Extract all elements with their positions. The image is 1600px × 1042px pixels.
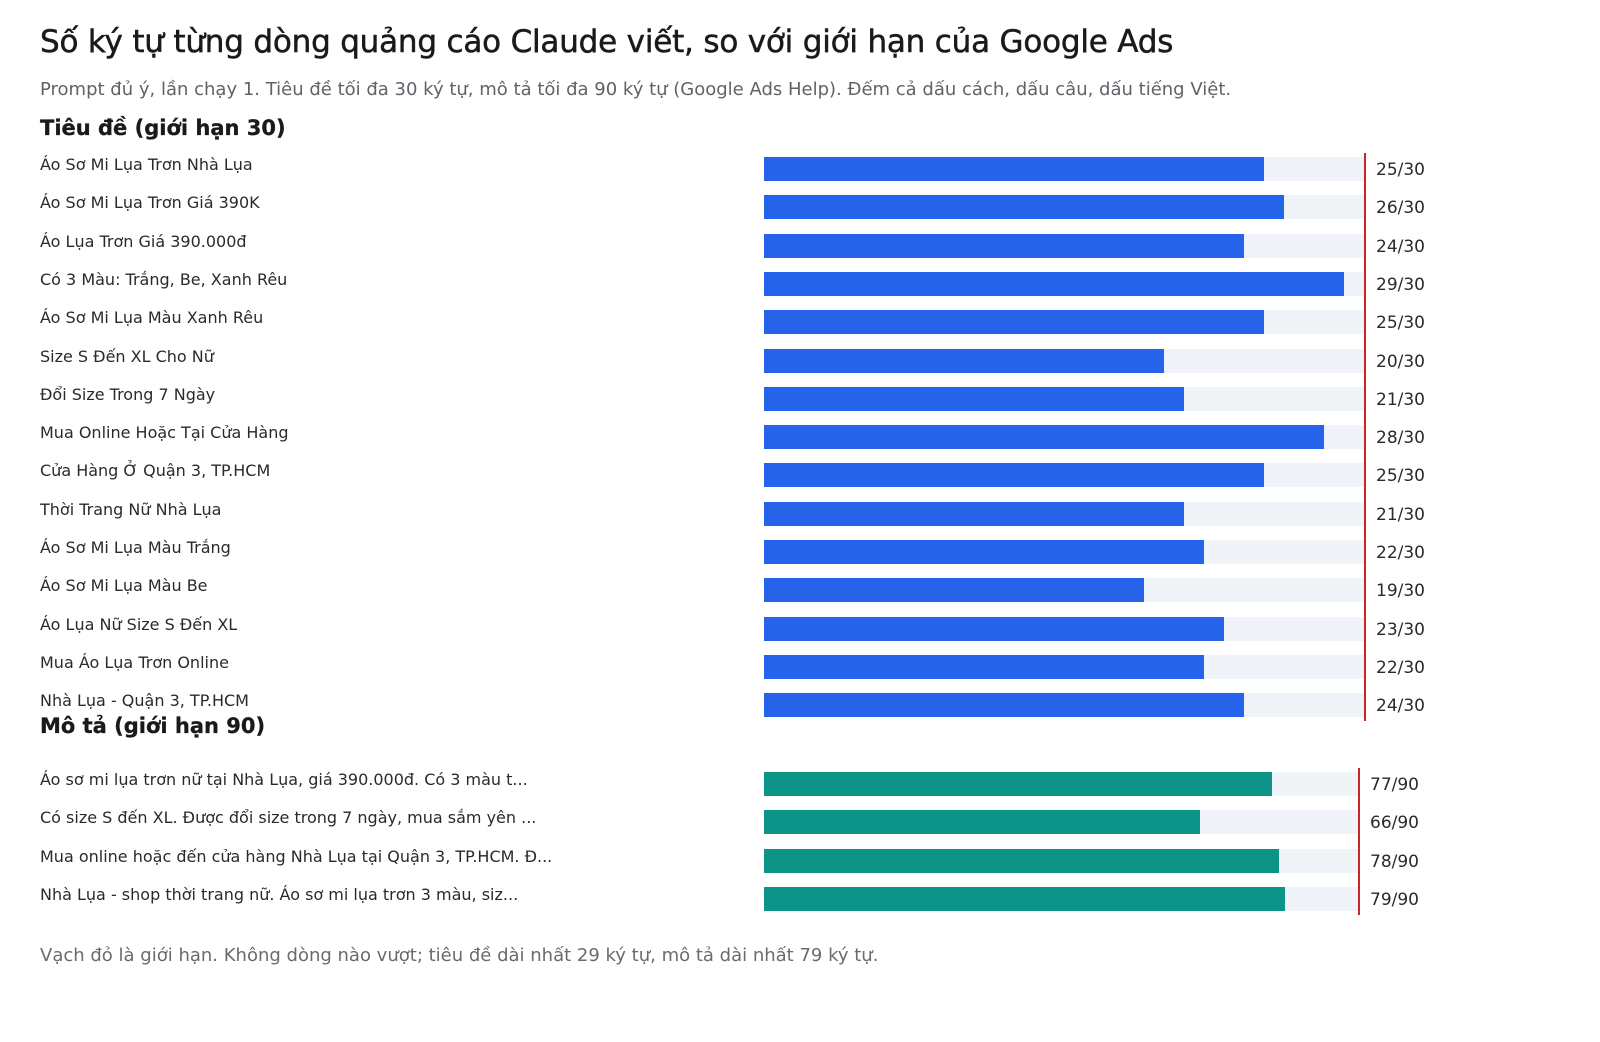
bar-value-label: 25/30 xyxy=(1376,160,1425,180)
bar-value-label: 22/30 xyxy=(1376,543,1425,563)
bar-label: Nhà Lụa - Quận 3, TP.HCM xyxy=(40,691,249,711)
bar-label: Áo Sơ Mi Lụa Màu Trắng xyxy=(40,538,231,557)
bar-label: Mua online hoặc đến cửa hàng Nhà Lụa tại… xyxy=(40,846,553,866)
bar-label: Áo Lụa Nữ Size S Đến XL xyxy=(40,614,238,634)
bar-label: Áo Lụa Trơn Giá 390.000đ xyxy=(40,231,247,251)
bar-label: Áo sơ mi lụa trơn nữ tại Nhà Lụa, giá 39… xyxy=(40,770,528,789)
bar xyxy=(764,578,1144,603)
bar-value-label: 21/30 xyxy=(1376,389,1425,410)
bar-value-label: 79/90 xyxy=(1370,889,1419,910)
bar-label: Thời Trang Nữ Nhà Lụa xyxy=(40,499,222,519)
bar xyxy=(764,157,1264,181)
bar xyxy=(764,425,1324,450)
bar-label: Áo Sơ Mi Lụa Trơn Nhà Lụa xyxy=(40,155,253,174)
bar xyxy=(764,654,1204,679)
limit-line xyxy=(1358,768,1360,915)
bar-value-label: 20/30 xyxy=(1376,351,1425,372)
bar-value-label: 25/30 xyxy=(1376,313,1425,334)
footnote: Vạch đỏ là giới hạn. Không dòng nào vượt… xyxy=(40,945,879,966)
bar-value-label: 24/30 xyxy=(1376,696,1425,717)
bar-value-label: 23/30 xyxy=(1376,619,1425,640)
bar-value-label: 26/30 xyxy=(1376,198,1425,219)
page-title: Số ký tự từng dòng quảng cáo Claude viết… xyxy=(40,24,1174,61)
bar xyxy=(764,848,1279,873)
bar-value-label: 66/90 xyxy=(1370,813,1419,834)
bar-label: Có 3 Màu: Trắng, Be, Xanh Rêu xyxy=(40,269,288,289)
bar xyxy=(764,463,1264,488)
bar-label: Mua Áo Lụa Trơn Online xyxy=(40,652,229,672)
bar xyxy=(764,540,1204,564)
bar xyxy=(764,348,1164,373)
bar-label: Cửa Hàng Ở Quận 3, TP.HCM xyxy=(40,461,271,481)
bar-label: Áo Sơ Mi Lụa Trơn Giá 390K xyxy=(40,193,260,213)
bar-label: Nhà Lụa - shop thời trang nữ. Áo sơ mi l… xyxy=(40,884,519,904)
page-subtitle: Prompt đủ ý, lần chạy 1. Tiêu đề tối đa … xyxy=(40,79,1232,100)
bar-value-label: 24/30 xyxy=(1376,236,1425,257)
bar-label: Mua Online Hoặc Tại Cửa Hàng xyxy=(40,423,289,443)
limit-line xyxy=(1364,153,1366,722)
bar xyxy=(764,271,1344,296)
bar xyxy=(764,386,1184,411)
bar xyxy=(764,195,1284,220)
bar-value-label: 29/30 xyxy=(1376,274,1425,295)
bar-value-label: 25/30 xyxy=(1376,466,1425,487)
bar-value-label: 77/90 xyxy=(1370,775,1419,795)
section-title-headlines: Tiêu đề (giới hạn 30) xyxy=(40,116,286,140)
bar-label: Áo Sơ Mi Lụa Màu Be xyxy=(40,576,208,596)
bar-value-label: 21/30 xyxy=(1376,504,1425,525)
bar-value-label: 19/30 xyxy=(1376,581,1425,602)
bar xyxy=(764,886,1286,911)
bar xyxy=(764,310,1264,335)
bar-label: Size S Đến XL Cho Nữ xyxy=(40,346,214,366)
bar-value-label: 22/30 xyxy=(1376,657,1425,678)
section-title-descriptions: Mô tả (giới hạn 90) xyxy=(40,714,266,738)
bar xyxy=(764,616,1224,641)
bar xyxy=(764,772,1273,796)
bar-label: Có size S đến XL. Được đổi size trong 7 … xyxy=(40,808,537,828)
bar xyxy=(764,233,1244,258)
bar-label: Áo Sơ Mi Lụa Màu Xanh Rêu xyxy=(40,308,264,328)
bar xyxy=(764,693,1244,718)
bar-value-label: 28/30 xyxy=(1376,428,1425,449)
bar-label: Đổi Size Trong 7 Ngày xyxy=(40,384,216,404)
bar xyxy=(764,501,1184,526)
bar-value-label: 78/90 xyxy=(1370,851,1419,872)
bar xyxy=(764,810,1200,835)
